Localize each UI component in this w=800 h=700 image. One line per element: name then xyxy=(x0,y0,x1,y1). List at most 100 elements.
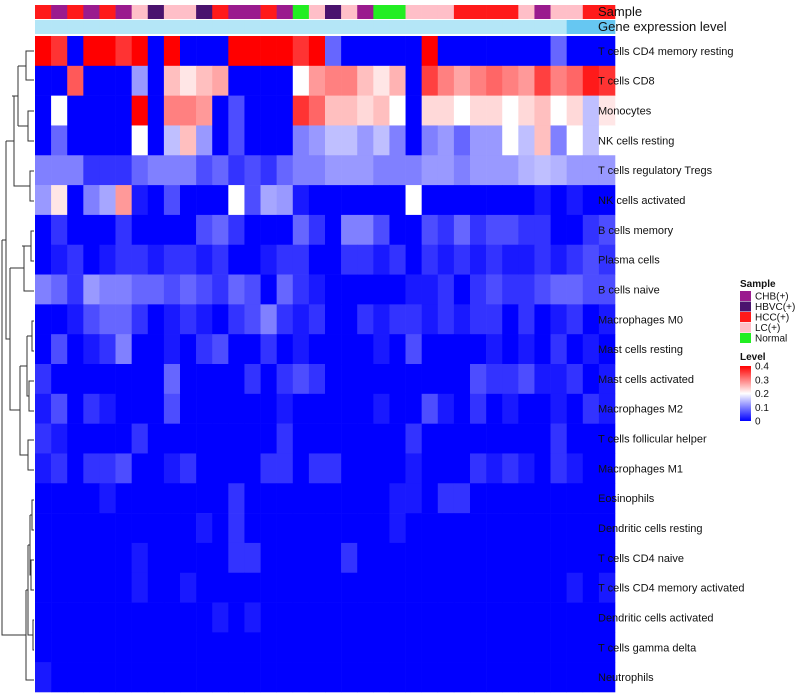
heatmap-cell xyxy=(550,95,567,126)
level-track-cell xyxy=(518,20,535,34)
heatmap-cell xyxy=(470,662,487,693)
heatmap-cell xyxy=(308,393,326,424)
heatmap-cell xyxy=(341,304,358,335)
heatmap-cell xyxy=(51,244,68,275)
heatmap-cell xyxy=(389,453,406,484)
heatmap-cell xyxy=(486,632,503,663)
heatmap-cell xyxy=(598,334,616,365)
heatmap-cell xyxy=(115,513,132,544)
heatmap-cell xyxy=(115,274,132,305)
heatmap-cell xyxy=(260,155,277,186)
level-track-cell xyxy=(357,20,374,34)
level-track-cell xyxy=(292,20,310,34)
heatmap-cell xyxy=(212,513,229,544)
heatmap-cell xyxy=(83,513,100,544)
heatmap-cell xyxy=(228,662,245,693)
heatmap-cell xyxy=(341,95,358,126)
heatmap-cell xyxy=(598,155,616,186)
heatmap-cell xyxy=(502,185,519,216)
heatmap-cell xyxy=(437,364,455,395)
heatmap-cell xyxy=(180,483,197,514)
heatmap-cell xyxy=(341,155,358,186)
heatmap-cell xyxy=(228,542,245,574)
heatmap-cell xyxy=(470,244,487,275)
heatmap-cell xyxy=(518,542,535,574)
heatmap-cell xyxy=(308,155,326,186)
heatmap-cell xyxy=(180,155,197,186)
heatmap-cell xyxy=(373,155,390,186)
heatmap-cell xyxy=(341,513,358,544)
heatmap-cell xyxy=(292,244,310,275)
heatmap-cell xyxy=(325,513,342,544)
heatmap-cell xyxy=(228,155,245,186)
heatmap-cell xyxy=(598,364,616,395)
heatmap-cell xyxy=(421,423,439,454)
heatmap-cell xyxy=(534,662,551,693)
heatmap-cell xyxy=(35,632,52,663)
heatmap-cell xyxy=(212,274,229,305)
row-label: T cells follicular helper xyxy=(598,434,707,446)
heatmap-cell xyxy=(518,214,535,246)
heatmap-cell xyxy=(212,662,229,693)
heatmap-cell xyxy=(437,632,455,663)
heatmap-cell xyxy=(260,483,277,514)
sample-cell xyxy=(518,5,535,19)
sample-cell xyxy=(131,5,149,19)
heatmap-cell xyxy=(598,274,616,305)
heatmap-cell xyxy=(502,364,519,395)
heatmap-cell xyxy=(550,632,567,663)
heatmap-cell xyxy=(244,423,261,454)
heatmap-cell xyxy=(308,185,326,216)
row-label: B cells memory xyxy=(598,225,674,237)
heatmap-cell xyxy=(486,423,503,454)
heatmap-cell xyxy=(566,274,584,305)
heatmap-cell xyxy=(212,423,229,454)
heatmap-cell xyxy=(486,334,503,365)
heatmap-cell xyxy=(325,334,342,365)
heatmap-cell xyxy=(163,214,181,246)
heatmap-cell xyxy=(502,572,519,603)
heatmap-cell xyxy=(325,632,342,663)
heatmap-cell xyxy=(115,453,132,484)
heatmap-cell xyxy=(437,274,455,305)
heatmap-cell xyxy=(566,214,584,246)
heatmap-cell xyxy=(486,155,503,186)
heatmap-cell xyxy=(212,542,229,574)
row-label: Macrophages M1 xyxy=(598,463,683,475)
heatmap-cell xyxy=(196,393,213,424)
heatmap-cell xyxy=(486,364,503,395)
row-label: Mast cells activated xyxy=(598,374,694,386)
heatmap-cell xyxy=(325,244,342,275)
heatmap-cell xyxy=(163,185,181,216)
heatmap-cell xyxy=(550,334,567,365)
heatmap-cell xyxy=(115,95,132,126)
heatmap-cell xyxy=(67,334,84,365)
level-track-cell xyxy=(228,20,245,34)
heatmap-cell xyxy=(582,244,600,275)
heatmap-cell xyxy=(421,125,439,156)
heatmap-cell xyxy=(244,125,261,156)
heatmap-cell xyxy=(163,602,181,633)
heatmap-cell xyxy=(308,513,326,544)
heatmap-cell xyxy=(341,662,358,693)
heatmap-cell xyxy=(325,453,342,484)
row-label: Dendritic cells resting xyxy=(598,523,703,535)
heatmap-cell xyxy=(582,304,600,335)
heatmap-cell xyxy=(35,36,52,67)
heatmap-cell xyxy=(598,632,616,663)
heatmap-cell xyxy=(115,65,132,96)
heatmap-cell xyxy=(357,602,374,633)
heatmap-cell xyxy=(486,36,503,67)
heatmap-cell xyxy=(453,155,471,186)
level-track-cell xyxy=(196,20,213,34)
heatmap-cell xyxy=(83,65,100,96)
level-track-cell xyxy=(35,20,52,34)
heatmap-cell xyxy=(325,95,342,126)
heatmap-cell xyxy=(51,423,68,454)
heatmap-cell xyxy=(51,632,68,663)
heatmap-cell xyxy=(453,364,471,395)
heatmap-cell xyxy=(502,65,519,96)
sample-cell xyxy=(486,5,503,19)
level-legend-tick: 0.3 xyxy=(755,375,769,386)
heatmap-cell xyxy=(534,364,551,395)
